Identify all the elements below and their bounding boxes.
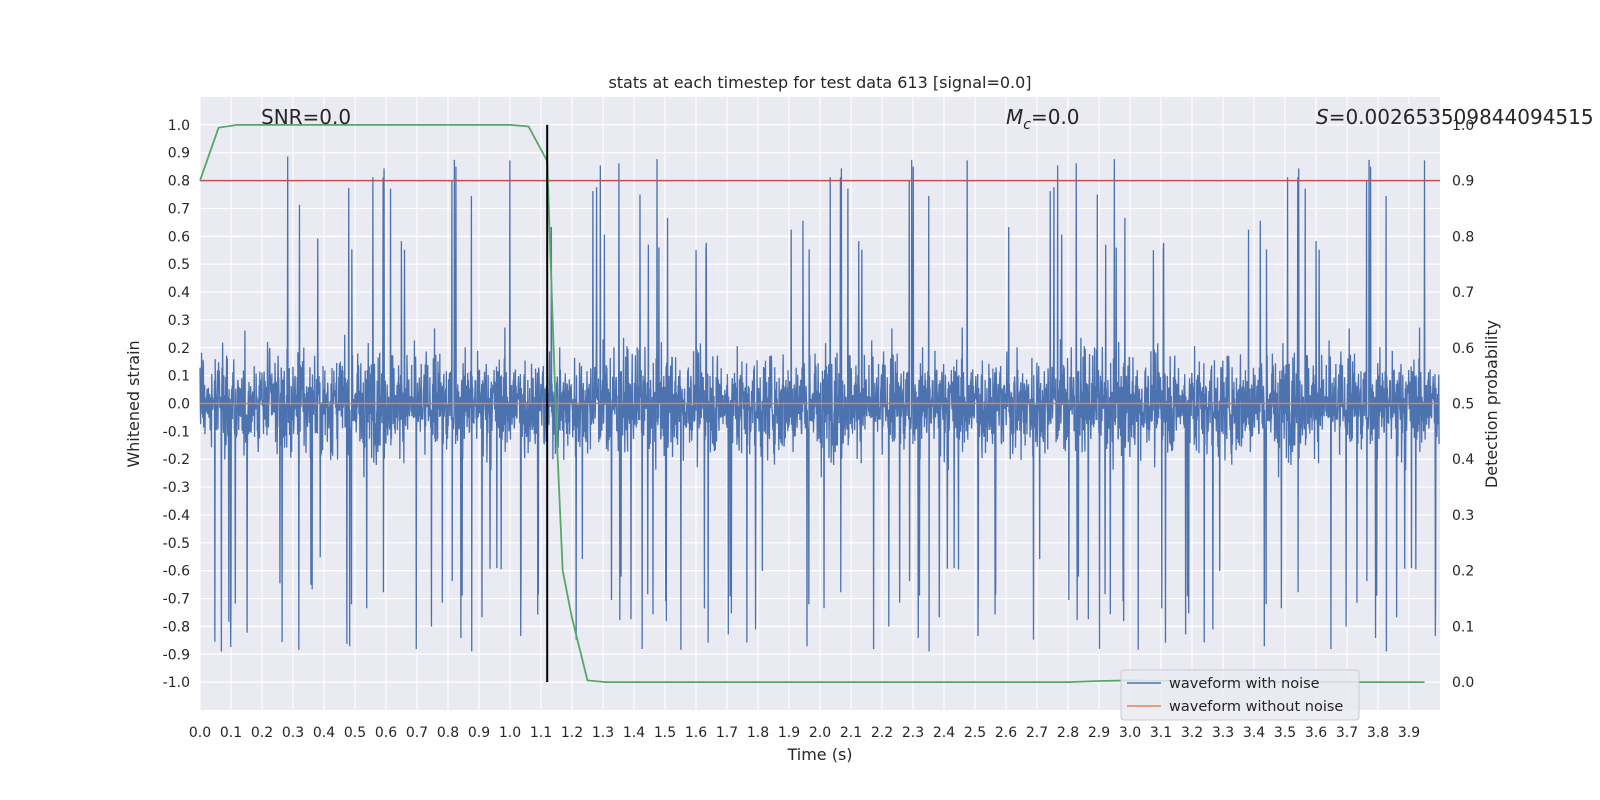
y2-tick-label: 0.5 [1452, 397, 1474, 413]
y2-tick-label: 0.9 [1452, 174, 1474, 190]
y2-axis-label: Detection probability [1482, 320, 1501, 488]
plot-content [199, 123, 1440, 684]
x-tick-label: 2.2 [871, 725, 893, 741]
x-tick-label: 1.0 [499, 725, 521, 741]
x-tick-label: 3.0 [1119, 725, 1141, 741]
x-tick-label: 0.6 [375, 725, 397, 741]
x-tick-label: 1.5 [654, 725, 676, 741]
x-tick-label: 1.8 [747, 725, 769, 741]
x-tick-label: 0.0 [189, 725, 211, 741]
x-tick-label: 0.5 [344, 725, 366, 741]
y2-tick-label: 0.4 [1452, 452, 1474, 468]
x-tick-label: 3.9 [1398, 725, 1420, 741]
legend-entry-noise: waveform with noise [1169, 676, 1320, 692]
y2-tick-label: 0.7 [1452, 285, 1474, 301]
x-tick-label: 3.5 [1274, 725, 1296, 741]
legend-entry-clean: waveform without noise [1169, 699, 1343, 715]
x-tick-label: 1.2 [561, 725, 583, 741]
y-tick-label: -0.9 [163, 647, 190, 663]
y2-tick-label: 0.1 [1452, 619, 1474, 635]
legend: waveform with noise waveform without noi… [1120, 669, 1360, 721]
x-tick-label: 0.7 [406, 725, 428, 741]
y-tick-label: 0.0 [168, 397, 190, 413]
y2-tick-label: 0.2 [1452, 564, 1474, 580]
y-tick-label: -0.6 [163, 564, 190, 580]
y2-tick-label: 1.0 [1452, 118, 1474, 134]
y-tick-label: -0.8 [163, 619, 190, 635]
x-tick-label: 2.3 [902, 725, 924, 741]
y-tick-label: 0.2 [168, 341, 190, 357]
y-tick-labels: 1.0 0.9 0.8 0.7 0.6 0.5 0.4 0.3 0.2 0.1 0.0 -0.1 -0.… [163, 118, 190, 691]
y-tick-label: 0.1 [168, 369, 190, 385]
mc-annotation: Mc=0.0 [1006, 105, 1080, 133]
x-tick-label: 1.1 [530, 725, 552, 741]
chart-title: stats at each timestep for test data 613… [608, 73, 1031, 92]
waveform-with-noise-line [199, 156, 1440, 652]
y-tick-label: 0.9 [168, 146, 190, 162]
x-tick-label: 3.8 [1367, 725, 1389, 741]
detection-probability-line [199, 123, 1425, 684]
x-tick-label: 2.0 [809, 725, 831, 741]
y-axis-label: Whitened strain [124, 340, 143, 467]
x-tick-label: 1.6 [685, 725, 707, 741]
s-symbol: S [1316, 105, 1329, 129]
x-tick-label: 2.1 [840, 725, 862, 741]
x-tick-label: 3.6 [1305, 725, 1327, 741]
y-tick-label: -1.0 [163, 675, 190, 691]
snr-annotation: SNR=0.0 [261, 105, 351, 129]
y2-tick-label: 0.0 [1452, 675, 1474, 691]
x-tick-label: 0.2 [251, 725, 273, 741]
y-tick-label: 1.0 [168, 118, 190, 134]
legend-box [1120, 669, 1360, 721]
x-tick-label: 0.3 [282, 725, 304, 741]
x-tick-label: 3.7 [1336, 725, 1358, 741]
y-tick-label: -0.3 [163, 480, 190, 496]
y-tick-label: 0.4 [168, 285, 190, 301]
x-tick-label: 1.4 [623, 725, 645, 741]
x-tick-label: 0.9 [468, 725, 490, 741]
x-axis-label: Time (s) [786, 745, 852, 764]
mc-value: =0.0 [1031, 105, 1080, 129]
x-tick-label: 2.6 [995, 725, 1017, 741]
mc-subscript: c [1023, 117, 1031, 133]
x-tick-label: 2.9 [1088, 725, 1110, 741]
x-tick-label: 2.7 [1026, 725, 1048, 741]
y2-tick-label: 0.6 [1452, 341, 1474, 357]
y-tick-label: 0.3 [168, 313, 190, 329]
y2-tick-label: 0.3 [1452, 508, 1474, 524]
x-tick-label: 2.8 [1057, 725, 1079, 741]
x-tick-label: 0.4 [313, 725, 335, 741]
mc-symbol: M [1006, 105, 1023, 129]
x-tick-label: 3.2 [1181, 725, 1203, 741]
y-tick-label: 0.6 [168, 229, 190, 245]
x-tick-labels: 0.0 0.1 0.2 0.3 0.4 0.5 0.6 0.7 0.8 0.9 1.0 1.1 1.2 1… [189, 725, 1420, 741]
x-tick-label: 0.1 [220, 725, 242, 741]
y2-tick-labels: 1.0 0.9 0.8 0.7 0.6 0.5 0.4 0.3 0.2 0.1 0.0 [1452, 118, 1474, 691]
x-tick-label: 2.4 [933, 725, 955, 741]
y-tick-label: 0.5 [168, 257, 190, 273]
x-tick-label: 3.1 [1150, 725, 1172, 741]
y-tick-label: 0.7 [168, 201, 190, 217]
x-tick-label: 3.3 [1212, 725, 1234, 741]
y2-tick-label: 0.8 [1452, 229, 1474, 245]
s-annotation: S=0.002653509844094515 [1316, 105, 1594, 129]
x-tick-label: 1.3 [592, 725, 614, 741]
y-tick-label: 0.8 [168, 174, 190, 190]
x-tick-label: 2.5 [964, 725, 986, 741]
y-tick-label: -0.1 [163, 424, 190, 440]
x-tick-label: 0.8 [437, 725, 459, 741]
y-tick-label: -0.2 [163, 452, 190, 468]
s-value: =0.002653509844094515 [1329, 105, 1594, 129]
y-tick-label: -0.5 [163, 536, 190, 552]
x-tick-label: 1.7 [716, 725, 738, 741]
x-tick-label: 1.9 [778, 725, 800, 741]
y-tick-label: -0.7 [163, 592, 190, 608]
y-tick-label: -0.4 [163, 508, 190, 524]
x-tick-label: 3.4 [1243, 725, 1265, 741]
